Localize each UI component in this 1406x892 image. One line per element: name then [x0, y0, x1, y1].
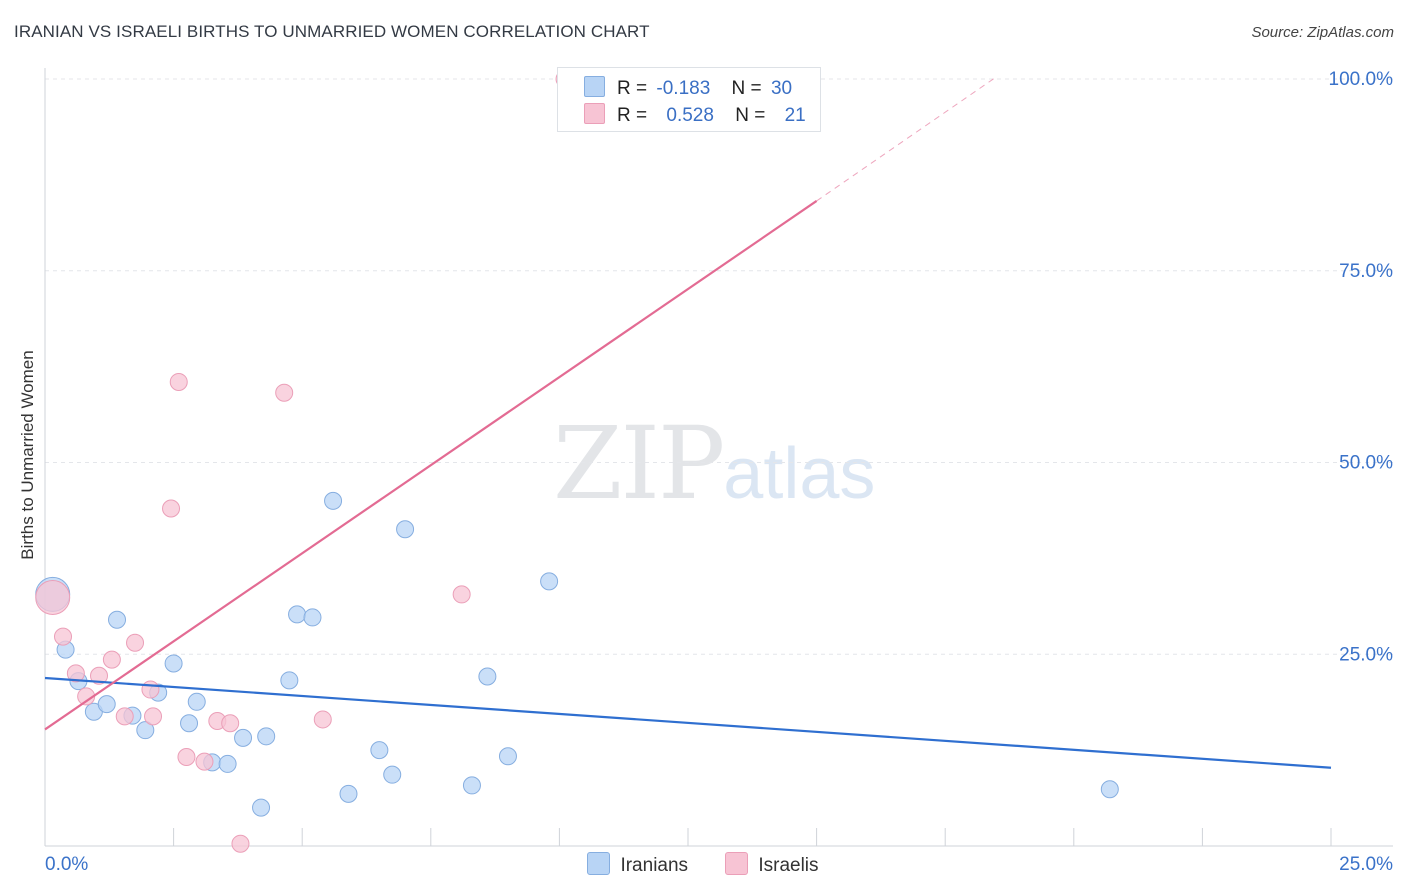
- iranians-legend-swatch-icon: [587, 852, 611, 875]
- iranians-point: [462, 776, 481, 795]
- israelis-point: [195, 752, 214, 771]
- zipatlas-watermark: ZIPatlas: [553, 405, 875, 522]
- legend-n-value: 21: [784, 105, 806, 126]
- israelis-legend-swatch-icon: [725, 852, 749, 875]
- israelis-point: [66, 664, 85, 683]
- israelis-point: [275, 383, 294, 402]
- x-tick-label: 0.0%: [45, 854, 88, 875]
- iranians-point: [97, 695, 116, 714]
- iranians-point: [339, 784, 358, 803]
- legend-r-label: R =: [617, 105, 648, 126]
- watermark-zip: ZIP: [553, 405, 725, 522]
- iranians-point: [288, 605, 307, 624]
- israelis-point: [126, 633, 145, 652]
- iranians-point: [383, 765, 402, 784]
- israelis-point: [141, 680, 160, 699]
- iranians-point: [108, 610, 127, 629]
- israelis-point: [90, 666, 109, 685]
- iranians-point: [370, 741, 389, 760]
- iranians-trend-line: [44, 676, 1332, 769]
- legend-row-iranians: R = -0.183 N = 30: [584, 76, 792, 100]
- israelis-trend-extension: [816, 76, 997, 202]
- israelis-point: [169, 372, 188, 391]
- iranians-point: [164, 654, 183, 673]
- iranians-point: [540, 572, 559, 591]
- y-tick-label: 75.0%: [1339, 261, 1393, 282]
- iranians-point: [136, 721, 155, 740]
- israelis-trend-line: [44, 200, 818, 731]
- y-tick-label: 25.0%: [1339, 644, 1393, 665]
- legend-israelis-label: Israelis: [758, 855, 819, 876]
- series-legend: Iranians Israelis: [0, 852, 1406, 877]
- israelis-point: [162, 499, 181, 518]
- iranians-point: [498, 747, 517, 766]
- iranians-point: [180, 714, 199, 733]
- chart-title: IRANIAN VS ISRAELI BIRTHS TO UNMARRIED W…: [14, 22, 650, 41]
- israelis-point: [144, 707, 163, 726]
- legend-n-value: 30: [770, 78, 793, 99]
- iranians-swatch-icon: [584, 76, 605, 97]
- y-tick-label: 50.0%: [1339, 453, 1393, 474]
- watermark-atlas: atlas: [723, 434, 876, 514]
- israelis-point: [452, 585, 471, 604]
- legend-n-label: N =: [735, 105, 766, 126]
- legend-n-label: N =: [731, 78, 762, 99]
- legend-row-israelis: R = 0.528 N = 21: [584, 103, 806, 127]
- israelis-point: [313, 710, 332, 729]
- israelis-point: [177, 748, 196, 767]
- iranians-point: [252, 798, 271, 817]
- israelis-point: [54, 627, 73, 646]
- correlation-legend: R = -0.183 N = 30 R = 0.528 N = 21: [557, 67, 821, 132]
- legend-item-iranians[interactable]: Iranians: [587, 852, 688, 877]
- legend-iranians-label: Iranians: [620, 855, 689, 876]
- source-credit: Source: ZipAtlas.com: [1251, 24, 1394, 41]
- iranians-point: [1100, 780, 1119, 799]
- legend-r-label: R =: [617, 78, 648, 99]
- iranians-point: [280, 671, 299, 690]
- legend-item-israelis[interactable]: Israelis: [725, 852, 819, 877]
- y-tick-label: 100.0%: [1329, 69, 1394, 90]
- israelis-point: [231, 834, 250, 853]
- iranians-point: [324, 491, 343, 510]
- israelis-point: [35, 579, 71, 615]
- iranians-point: [234, 728, 253, 747]
- iranians-point: [396, 520, 415, 539]
- israelis-point: [221, 714, 240, 733]
- israelis-point: [115, 707, 134, 726]
- legend-r-value: 0.528: [666, 105, 714, 126]
- iranians-point: [303, 608, 322, 627]
- israelis-point: [102, 650, 121, 669]
- x-tick-label: 25.0%: [1339, 854, 1393, 875]
- iranians-point: [478, 667, 497, 686]
- iranians-point: [257, 727, 276, 746]
- iranians-point: [218, 754, 237, 773]
- legend-r-value: -0.183: [656, 78, 711, 99]
- israelis-swatch-icon: [584, 103, 605, 124]
- iranians-point: [187, 692, 206, 711]
